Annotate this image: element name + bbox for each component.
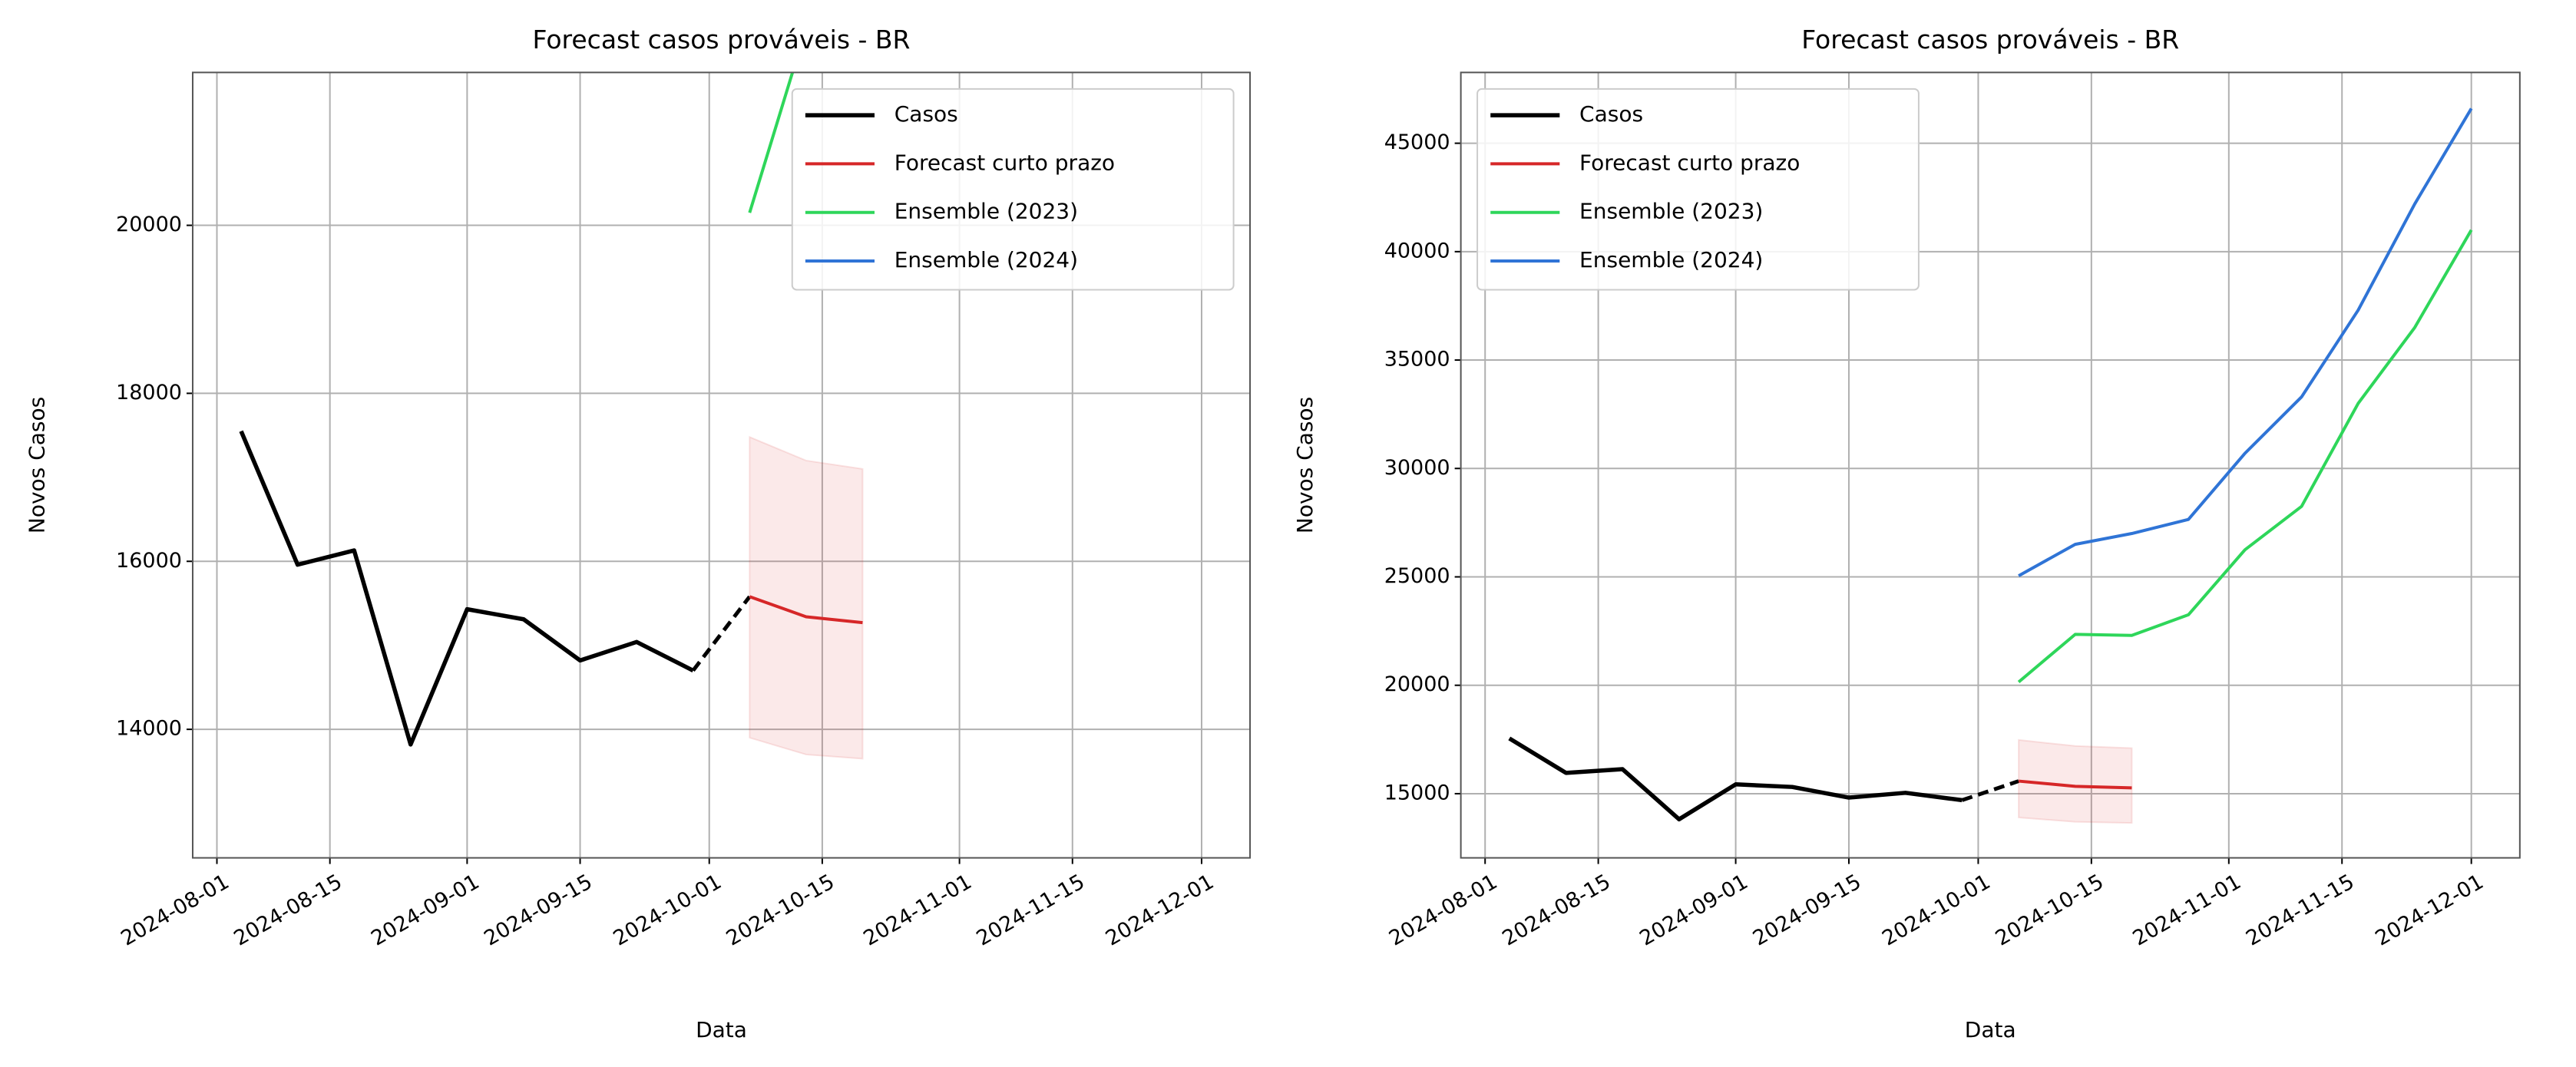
y-tick-label: 25000	[1384, 564, 1450, 588]
x-tick-label: 2024-11-01	[859, 870, 975, 950]
legend-label: Casos	[1579, 101, 1643, 127]
legend-box	[1476, 88, 1920, 291]
x-axis-label: Data	[696, 1017, 747, 1042]
series-line	[1508, 736, 1963, 822]
axes-frame	[1460, 71, 2521, 859]
confidence-band	[2018, 738, 2133, 824]
series-line	[749, 595, 863, 625]
legend-label: Forecast curto prazo	[1579, 150, 1800, 175]
x-tick-label: 2024-11-15	[973, 870, 1089, 950]
y-tick-label: 20000	[1384, 672, 1450, 696]
y-tick-label: 20000	[116, 213, 182, 236]
chart-title: Forecast casos prováveis - BR	[533, 25, 911, 55]
chart-title: Forecast casos prováveis - BR	[1801, 25, 2179, 55]
x-tick-label: 2024-09-01	[1635, 870, 1751, 950]
series-line	[2018, 107, 2473, 577]
legend-box	[791, 88, 1235, 291]
x-axis-label: Data	[1965, 1017, 2016, 1042]
x-tick-label: 2024-10-01	[1878, 870, 1994, 950]
y-axis-label: Novos Casos	[24, 397, 49, 534]
confidence-band	[749, 435, 864, 760]
connector-line	[691, 595, 752, 672]
x-tick-label: 2024-08-15	[230, 870, 346, 950]
y-axis-label: Novos Casos	[1292, 397, 1318, 534]
axes-frame	[191, 71, 1252, 859]
x-tick-label: 2024-09-15	[1749, 870, 1865, 950]
y-tick-label: 40000	[1384, 239, 1450, 263]
x-tick-label: 2024-08-01	[117, 870, 233, 950]
connector-line	[1961, 779, 2019, 802]
x-tick-label: 2024-08-15	[1498, 870, 1614, 950]
series-line	[2018, 779, 2132, 790]
legend-label: Ensemble (2023)	[894, 199, 1078, 224]
legend-label: Ensemble (2023)	[1579, 199, 1763, 224]
y-tick-label: 16000	[116, 549, 182, 573]
x-tick-label: 2024-12-01	[1102, 870, 1218, 950]
series-line	[2017, 229, 2473, 684]
y-tick-label: 35000	[1384, 348, 1450, 372]
x-tick-label: 2024-10-15	[1992, 870, 2108, 950]
plot-area	[239, 72, 864, 760]
x-tick-label: 2024-10-15	[723, 870, 838, 950]
x-tick-label: 2024-11-15	[2242, 870, 2358, 950]
y-tick-label: 30000	[1384, 456, 1450, 480]
legend-label: Ensemble (2024)	[1579, 247, 1763, 273]
y-tick-label: 15000	[1384, 781, 1450, 804]
x-tick-label: 2024-12-01	[2372, 870, 2488, 950]
x-tick-label: 2024-09-15	[480, 870, 596, 950]
y-tick-label: 45000	[1384, 130, 1450, 154]
series-line	[239, 430, 694, 747]
legend-label: Ensemble (2024)	[894, 247, 1078, 273]
y-tick-label: 14000	[116, 717, 182, 741]
legend-label: Forecast curto prazo	[894, 150, 1115, 175]
x-tick-label: 2024-08-01	[1385, 870, 1501, 950]
x-tick-label: 2024-09-01	[367, 870, 483, 950]
plot-area	[1508, 107, 2473, 824]
x-tick-label: 2024-11-01	[2129, 870, 2245, 950]
y-tick-label: 18000	[116, 381, 182, 405]
legend-label: Casos	[894, 101, 958, 127]
x-tick-label: 2024-10-01	[610, 870, 726, 950]
